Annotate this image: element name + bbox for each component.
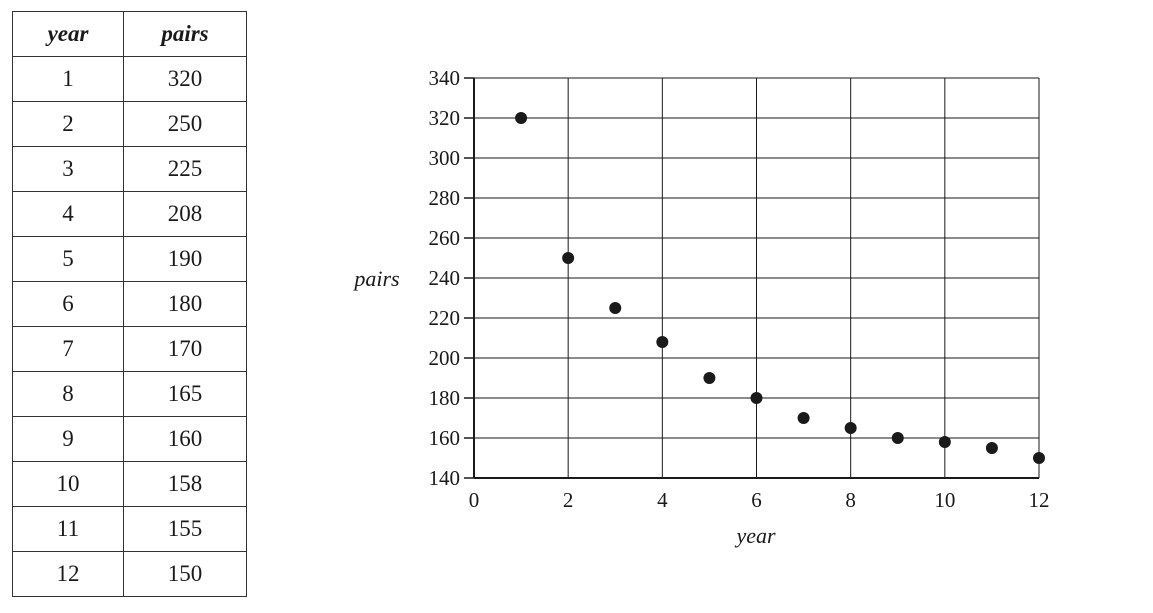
data-point (985, 442, 998, 454)
cell-pairs: 160 (123, 416, 247, 462)
cell-pairs: 155 (123, 506, 247, 552)
cell-year: 9 (12, 416, 124, 462)
cell-year: 4 (12, 191, 124, 237)
data-table: year pairs 1 320 2 250 3 225 4 208 5 190 6 180 7 170 8… (12, 11, 247, 597)
y-tick-label: 200 (429, 346, 461, 370)
table-row: 3 225 (12, 146, 247, 192)
data-point (844, 422, 857, 434)
y-tick-label: 320 (429, 106, 461, 130)
cell-pairs: 158 (123, 461, 247, 507)
table-row: 11 155 (12, 506, 247, 552)
grid (473, 77, 1040, 479)
table-header-row: year pairs (12, 11, 247, 57)
data-point (609, 302, 622, 314)
column-header-pairs: pairs (123, 11, 247, 57)
x-tick-label: 10 (934, 488, 955, 512)
cell-year: 1 (12, 56, 124, 102)
cell-year: 8 (12, 371, 124, 417)
data-point (1033, 452, 1045, 464)
y-tick-label: 160 (429, 426, 461, 450)
x-axis-label: year (734, 523, 776, 548)
cell-year: 11 (12, 506, 124, 552)
data-point (515, 112, 528, 124)
cell-pairs: 225 (123, 146, 247, 192)
column-header-year: year (12, 11, 124, 57)
cell-pairs: 180 (123, 281, 247, 327)
y-tick-label: 300 (429, 146, 461, 170)
data-point (797, 412, 810, 424)
y-tick-label: 240 (429, 266, 461, 290)
table-row: 9 160 (12, 416, 247, 462)
y-axis-label: pairs (352, 266, 399, 291)
y-tick-label: 140 (429, 466, 461, 490)
y-tick-label: 220 (429, 306, 461, 330)
cell-pairs: 150 (123, 551, 247, 597)
table-row: 12 150 (12, 551, 247, 597)
x-tick-label: 6 (751, 488, 762, 512)
cell-pairs: 165 (123, 371, 247, 417)
table-row: 2 250 (12, 101, 247, 147)
x-tick-label: 12 (1029, 488, 1050, 512)
x-tick-label: 0 (469, 488, 480, 512)
x-tick-label: 4 (657, 488, 668, 512)
y-tick-label: 340 (429, 66, 461, 90)
table-row: 8 165 (12, 371, 247, 417)
cell-year: 6 (12, 281, 124, 327)
axis-ticks: 140 160 180 200 220 240 260 280 300 320 340 0 2 4 6 8 10… (429, 66, 1050, 512)
x-tick-label: 2 (563, 488, 574, 512)
data-point (703, 372, 716, 384)
data-point (750, 392, 763, 404)
cell-pairs: 250 (123, 101, 247, 147)
data-point (891, 432, 904, 444)
y-tick-label: 180 (429, 386, 461, 410)
y-tick-label: 260 (429, 226, 461, 250)
table-row: 4 208 (12, 191, 247, 237)
cell-year: 2 (12, 101, 124, 147)
data-point (656, 336, 669, 348)
x-tick-label: 8 (845, 488, 856, 512)
table-row: 6 180 (12, 281, 247, 327)
data-point (938, 436, 951, 448)
y-tick-label: 280 (429, 186, 461, 210)
cell-year: 3 (12, 146, 124, 192)
cell-year: 5 (12, 236, 124, 282)
data-point (562, 252, 575, 264)
table-row: 1 320 (12, 56, 247, 102)
cell-year: 12 (12, 551, 124, 597)
data-points (515, 112, 1045, 464)
